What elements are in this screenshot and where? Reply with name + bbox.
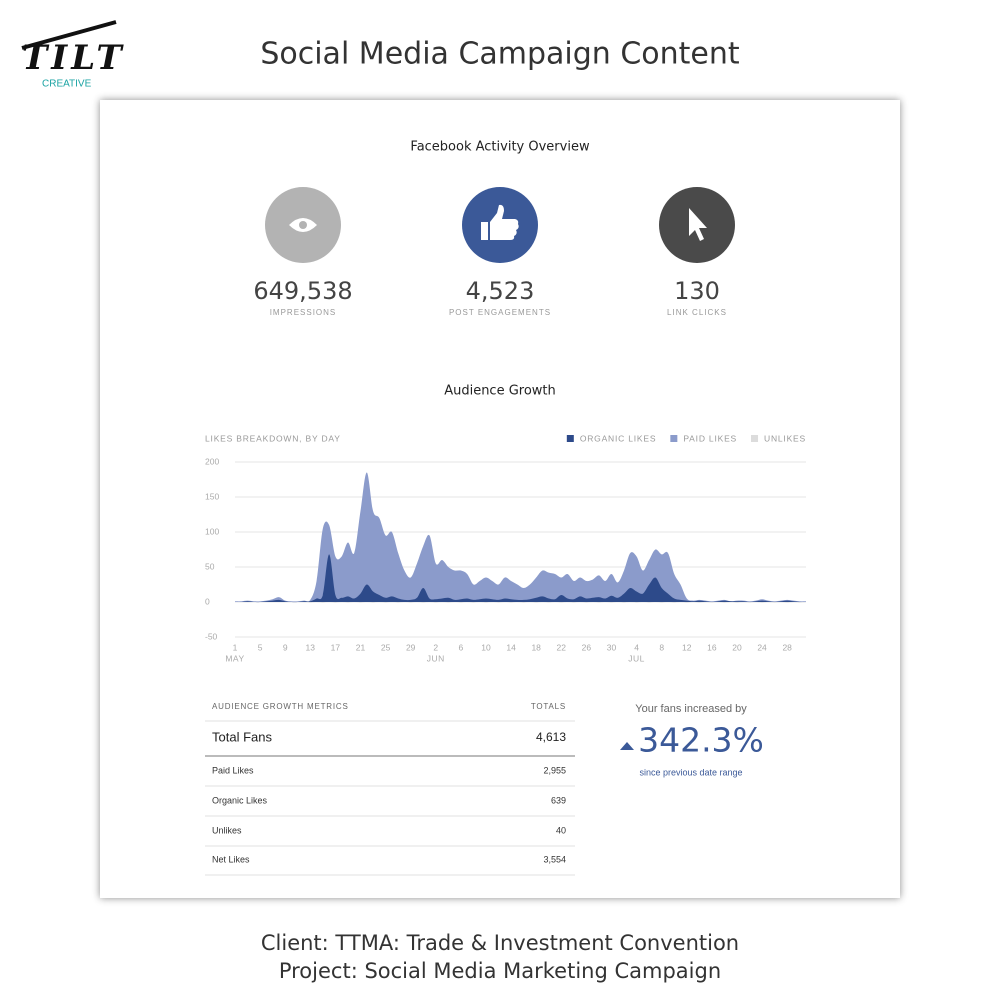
growth-summary: Your fans increased by 342.3% since prev… [620,703,764,777]
y-tick-label: -50 [205,631,218,641]
legend-swatch [751,435,759,442]
x-month-label: JUL [628,653,645,663]
x-tick-label: 25 [381,642,391,652]
table-cell: Organic Likes [212,795,268,805]
stat-clicks: 130 LINK CLICKS [659,187,735,317]
cursor-icon [689,208,707,241]
area-series [235,554,806,603]
stat-engagements: 4,523 POST ENGAGEMENTS [449,187,551,317]
x-tick-label: 14 [506,642,516,652]
x-tick-label: 22 [557,642,567,652]
x-tick-label: 8 [659,642,664,652]
stat-value: 4,523 [466,277,535,305]
x-tick-label: 2 [433,642,438,652]
x-tick-label: 30 [607,642,617,652]
y-tick-label: 200 [205,456,219,466]
table-cell: Net Likes [212,854,250,864]
chart-title: Audience Growth [444,384,556,399]
x-tick-label: 28 [782,642,792,652]
table-header: TOTALS [531,702,566,711]
y-tick-label: 100 [205,526,219,536]
table-cell: 4,613 [536,730,566,744]
x-tick-label: 4 [634,642,639,652]
table-cell: 3,554 [543,854,566,864]
x-month-label: MAY [225,653,244,663]
x-tick-label: 26 [582,642,592,652]
y-tick-label: 0 [205,596,210,606]
footer-project: Project: Social Media Marketing Campaign [279,959,721,983]
page-title: Social Media Campaign Content [260,37,740,72]
summary-note: since previous date range [639,767,742,777]
x-tick-label: 13 [306,642,316,652]
logo-stroke [21,20,117,50]
table-cell: Unlikes [212,825,242,835]
x-tick-label: 18 [531,642,541,652]
table-cell: 2,955 [543,765,566,775]
logo-sub: CREATIVE [42,79,92,90]
logo: TILT CREATIVE [21,20,126,90]
y-tick-label: 50 [205,561,215,571]
legend-swatch [566,435,574,442]
x-tick-label: 5 [258,642,263,652]
x-tick-label: 17 [331,642,341,652]
x-tick-label: 20 [732,642,742,652]
table-cell: 40 [556,825,566,835]
summary-lead: Your fans increased by [635,703,747,715]
y-tick-label: 150 [205,491,219,501]
x-tick-label: 10 [481,642,491,652]
x-tick-label: 16 [707,642,717,652]
up-arrow [620,742,634,750]
eye-pupil [299,221,307,229]
legend-label: ORGANIC LIKES [580,433,657,443]
x-month-label: JUN [427,653,445,663]
stat-impressions: 649,538 IMPRESSIONS [253,187,353,317]
area-series [235,472,806,602]
footer-client: Client: TTMA: Trade & Investment Convent… [261,931,739,955]
legend-swatch [670,435,678,442]
x-tick-label: 24 [757,642,767,652]
stat-label: POST ENGAGEMENTS [449,308,551,317]
chart-subtitle: LIKES BREAKDOWN, BY DAY [205,433,341,443]
x-tick-label: 29 [406,642,416,652]
metrics-table: AUDIENCE GROWTH METRICS TOTALS Total Fan… [205,702,575,876]
section-title: Facebook Activity Overview [410,140,590,155]
logo-text: TILT [22,38,126,78]
thumb-icon [490,204,519,240]
table-cell: 639 [551,795,566,805]
x-tick-label: 9 [283,642,288,652]
table-cell: Paid Likes [212,765,254,775]
stat-value: 130 [674,277,720,305]
stat-label: IMPRESSIONS [270,308,337,317]
x-tick-label: 21 [356,642,366,652]
table-cell: Total Fans [212,729,272,744]
table-header: AUDIENCE GROWTH METRICS [212,702,349,711]
thumb-cuff [481,222,488,240]
x-tick-label: 12 [682,642,692,652]
legend-label: PAID LIKES [683,433,737,443]
legend-label: UNLIKES [764,433,806,443]
x-tick-label: 1 [233,642,238,652]
area-series [235,601,806,603]
stat-value: 649,538 [253,277,352,305]
x-tick-label: 6 [459,642,464,652]
summary-value: 342.3% [638,721,764,760]
stat-label: LINK CLICKS [667,308,727,317]
